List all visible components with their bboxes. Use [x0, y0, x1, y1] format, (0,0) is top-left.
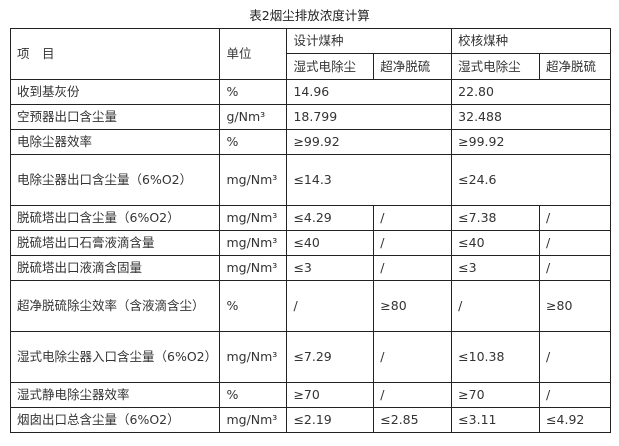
- subheader: 湿式电除尘: [451, 53, 541, 80]
- value-cell: ≥70: [286, 382, 375, 408]
- value-cell: ≤14.3: [286, 154, 453, 206]
- value-cell: ≥99.92: [286, 129, 453, 155]
- value-cell: /: [451, 280, 541, 332]
- value-cell: /: [373, 382, 453, 408]
- table-row: 烟囱出口总含尘量（6%O2） mg/Nm³ ≤2.19 ≤2.85 ≤3.11 ≤4.92: [9, 407, 611, 433]
- value-cell: ≤3: [286, 255, 375, 281]
- value-cell: /: [373, 205, 453, 231]
- unit-cell: %: [219, 129, 288, 155]
- value-cell: ≤4.92: [539, 407, 611, 433]
- item-cell: 湿式电除尘器入口含尘量（6%O2）: [9, 331, 221, 383]
- item-cell: 电除尘器出口含尘量（6%O2）: [9, 154, 221, 206]
- unit-cell: mg/Nm³: [219, 205, 288, 231]
- value-cell: 14.96: [286, 79, 453, 105]
- unit-cell: g/Nm³: [219, 104, 288, 130]
- unit-cell: %: [219, 280, 288, 332]
- value-cell: /: [373, 331, 453, 383]
- item-cell: 脱硫塔出口石膏液滴含量: [9, 230, 221, 256]
- subheader-row: 湿式电除尘 超净脱硫 湿式电除尘 超净脱硫: [11, 53, 611, 80]
- unit-cell: mg/Nm³: [219, 154, 288, 206]
- table-row: 电除尘器效率% ≥99.92 ≥99.92: [9, 129, 611, 155]
- unit-cell: %: [219, 79, 288, 105]
- dust-emission-table: 项 目 单位 设计煤种 校核煤种 湿式电除尘 超净脱硫 湿式电除尘 超净脱硫 收…: [9, 28, 611, 433]
- table-row: 收到基灰份% 14.96 22.80: [9, 79, 611, 105]
- subheader: 超净脱硫: [539, 53, 611, 80]
- item-cell: 电除尘器效率: [9, 129, 221, 155]
- unit-cell: %: [219, 382, 288, 408]
- unit-cell: mg/Nm³: [219, 230, 288, 256]
- value-cell: ≤2.19: [286, 407, 375, 433]
- unit-cell: mg/Nm³: [219, 407, 288, 433]
- header-design-coal: 设计煤种: [286, 28, 453, 54]
- value-cell: /: [286, 280, 375, 332]
- header-check-coal: 校核煤种: [451, 28, 611, 54]
- value-cell: 22.80: [451, 79, 611, 105]
- header-item: 项 目: [9, 28, 221, 80]
- value-cell: ≥99.92: [451, 129, 611, 155]
- header-row: 项 目 单位 设计煤种 校核煤种: [9, 28, 611, 80]
- value-cell: ≥80: [539, 280, 611, 332]
- item-cell: 超净脱硫除尘效率（含液滴含尘）: [9, 280, 221, 332]
- item-cell: 空预器出口含尘量: [9, 104, 221, 130]
- value-cell: 18.799: [286, 104, 453, 130]
- item-cell: 脱硫塔出口含尘量（6%O2）: [9, 205, 221, 231]
- value-cell: ≤7.38: [451, 205, 541, 231]
- item-cell: 湿式静电除尘器效率: [9, 382, 221, 408]
- header-unit: 单位: [219, 28, 288, 80]
- table-row: 脱硫塔出口石膏液滴含量 mg/Nm³ ≤40/≤40/: [9, 230, 611, 256]
- value-cell: ≤24.6: [451, 154, 611, 206]
- value-cell: /: [539, 205, 611, 231]
- item-cell: 烟囱出口总含尘量（6%O2）: [9, 407, 221, 433]
- value-cell: /: [539, 331, 611, 383]
- table-row: 脱硫塔出口含尘量（6%O2） mg/Nm³ ≤4.29/≤7.38/: [9, 205, 611, 231]
- value-cell: 32.488: [451, 104, 611, 130]
- value-cell: ≥80: [373, 280, 453, 332]
- table-title: 表2烟尘排放浓度计算: [249, 8, 370, 23]
- value-cell: /: [539, 230, 611, 256]
- item-cell: 脱硫塔出口液滴含固量: [9, 255, 221, 281]
- value-cell: /: [373, 255, 453, 281]
- value-cell: ≤40: [286, 230, 375, 256]
- unit-cell: mg/Nm³: [219, 255, 288, 281]
- unit-cell: mg/Nm³: [219, 331, 288, 383]
- table-row: 电除尘器出口含尘量（6%O2） mg/Nm³ ≤14.3 ≤24.6: [9, 154, 611, 206]
- table-row: 超净脱硫除尘效率（含液滴含尘）% / ≥80/≥80: [9, 280, 611, 332]
- value-cell: ≤10.38: [451, 331, 541, 383]
- value-cell: ≤3: [451, 255, 541, 281]
- table-row: 湿式电除尘器入口含尘量（6%O2） mg/Nm³ ≤7.29/≤10.38/: [9, 331, 611, 383]
- subheader: 湿式电除尘: [286, 53, 375, 80]
- table-row: 空预器出口含尘量 g/Nm³ 18.799 32.488: [9, 104, 611, 130]
- item-cell: 收到基灰份: [9, 79, 221, 105]
- value-cell: ≤2.85: [373, 407, 453, 433]
- value-cell: /: [539, 382, 611, 408]
- subheader: 超净脱硫: [373, 53, 453, 80]
- value-cell: ≤40: [451, 230, 541, 256]
- table-row: 脱硫塔出口液滴含固量 mg/Nm³ ≤3/≤3/: [9, 255, 611, 281]
- value-cell: ≥70: [451, 382, 541, 408]
- value-cell: ≤7.29: [286, 331, 375, 383]
- value-cell: ≤3.11: [451, 407, 541, 433]
- value-cell: /: [539, 255, 611, 281]
- value-cell: ≤4.29: [286, 205, 375, 231]
- value-cell: /: [373, 230, 453, 256]
- table-row: 湿式静电除尘器效率% ≥70/≥70/: [9, 382, 611, 408]
